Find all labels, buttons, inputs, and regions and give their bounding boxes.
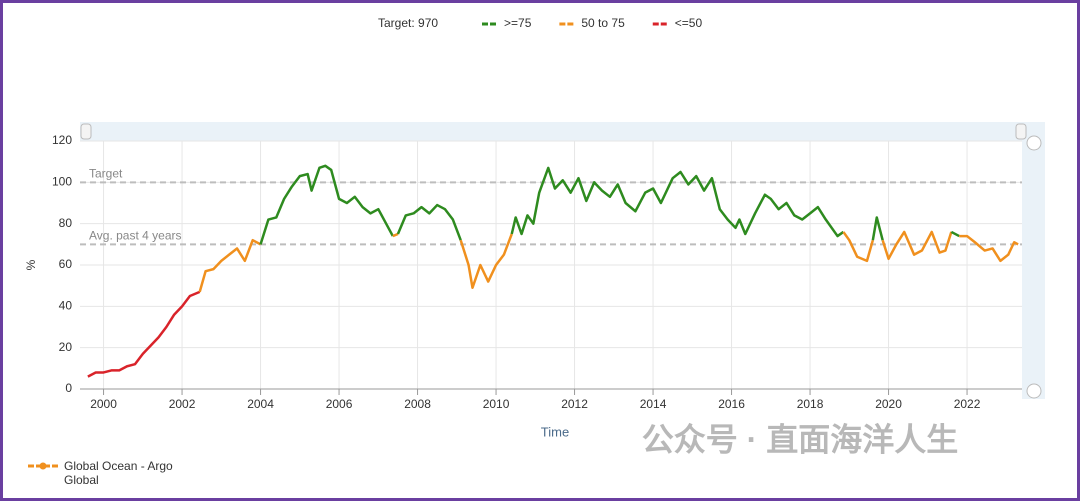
- navigator-top: [80, 122, 1045, 141]
- x-tick-label: 2008: [404, 397, 431, 411]
- y-tick-label: 80: [59, 216, 73, 230]
- y-tick-label: 120: [52, 133, 72, 147]
- x-tick-label: 2006: [326, 397, 353, 411]
- y-tick-label: 60: [59, 257, 73, 271]
- x-tick-label: 2012: [561, 397, 588, 411]
- legend-label: 50 to 75: [581, 16, 625, 30]
- series-legend[interactable]: Global Ocean - Argo Global: [64, 459, 173, 487]
- x-tick-label: 2016: [718, 397, 745, 411]
- line-segment: [510, 166, 845, 238]
- line-segment: [87, 290, 201, 378]
- x-axis-label: Time: [541, 424, 569, 439]
- line-segment: [392, 232, 399, 238]
- reference-label: Avg. past 4 years: [89, 229, 182, 243]
- x-tick-label: 2000: [90, 397, 117, 411]
- x-tick-label: 2018: [797, 397, 824, 411]
- watermark: 公众号 · 直面海洋人生: [642, 421, 958, 457]
- line-segment: [396, 203, 462, 241]
- scroll-handle[interactable]: [80, 123, 92, 140]
- reference-label: Target: [89, 167, 123, 181]
- line-segment: [959, 234, 1019, 263]
- line-segment: [259, 164, 394, 245]
- zoom-handle[interactable]: [1026, 135, 1042, 151]
- line-segment: [842, 231, 875, 263]
- x-tick-label: 2022: [954, 397, 981, 411]
- legend-label: <=50: [675, 16, 703, 30]
- legend-title: Target: 970: [378, 16, 438, 30]
- legend-label: >=75: [504, 16, 532, 30]
- x-tick-label: 2014: [640, 397, 667, 411]
- line-segment: [198, 238, 262, 293]
- line-segment: [950, 230, 960, 238]
- y-tick-label: 40: [59, 299, 73, 313]
- line-segment: [881, 230, 953, 261]
- zoom-handle[interactable]: [1026, 383, 1042, 399]
- scroll-handle[interactable]: [1015, 123, 1027, 140]
- y-axis-label: %: [24, 259, 38, 270]
- line-segment: [459, 233, 513, 289]
- x-tick-label: 2002: [169, 397, 196, 411]
- navigator-right: [1022, 141, 1045, 399]
- legend-marker: [39, 462, 47, 470]
- y-tick-label: 0: [65, 381, 72, 395]
- x-tick-label: 2004: [247, 397, 274, 411]
- y-tick-label: 20: [59, 340, 73, 354]
- x-tick-label: 2020: [875, 397, 902, 411]
- line-segment: [871, 216, 884, 241]
- x-tick-label: 2010: [483, 397, 510, 411]
- y-tick-label: 100: [52, 175, 72, 189]
